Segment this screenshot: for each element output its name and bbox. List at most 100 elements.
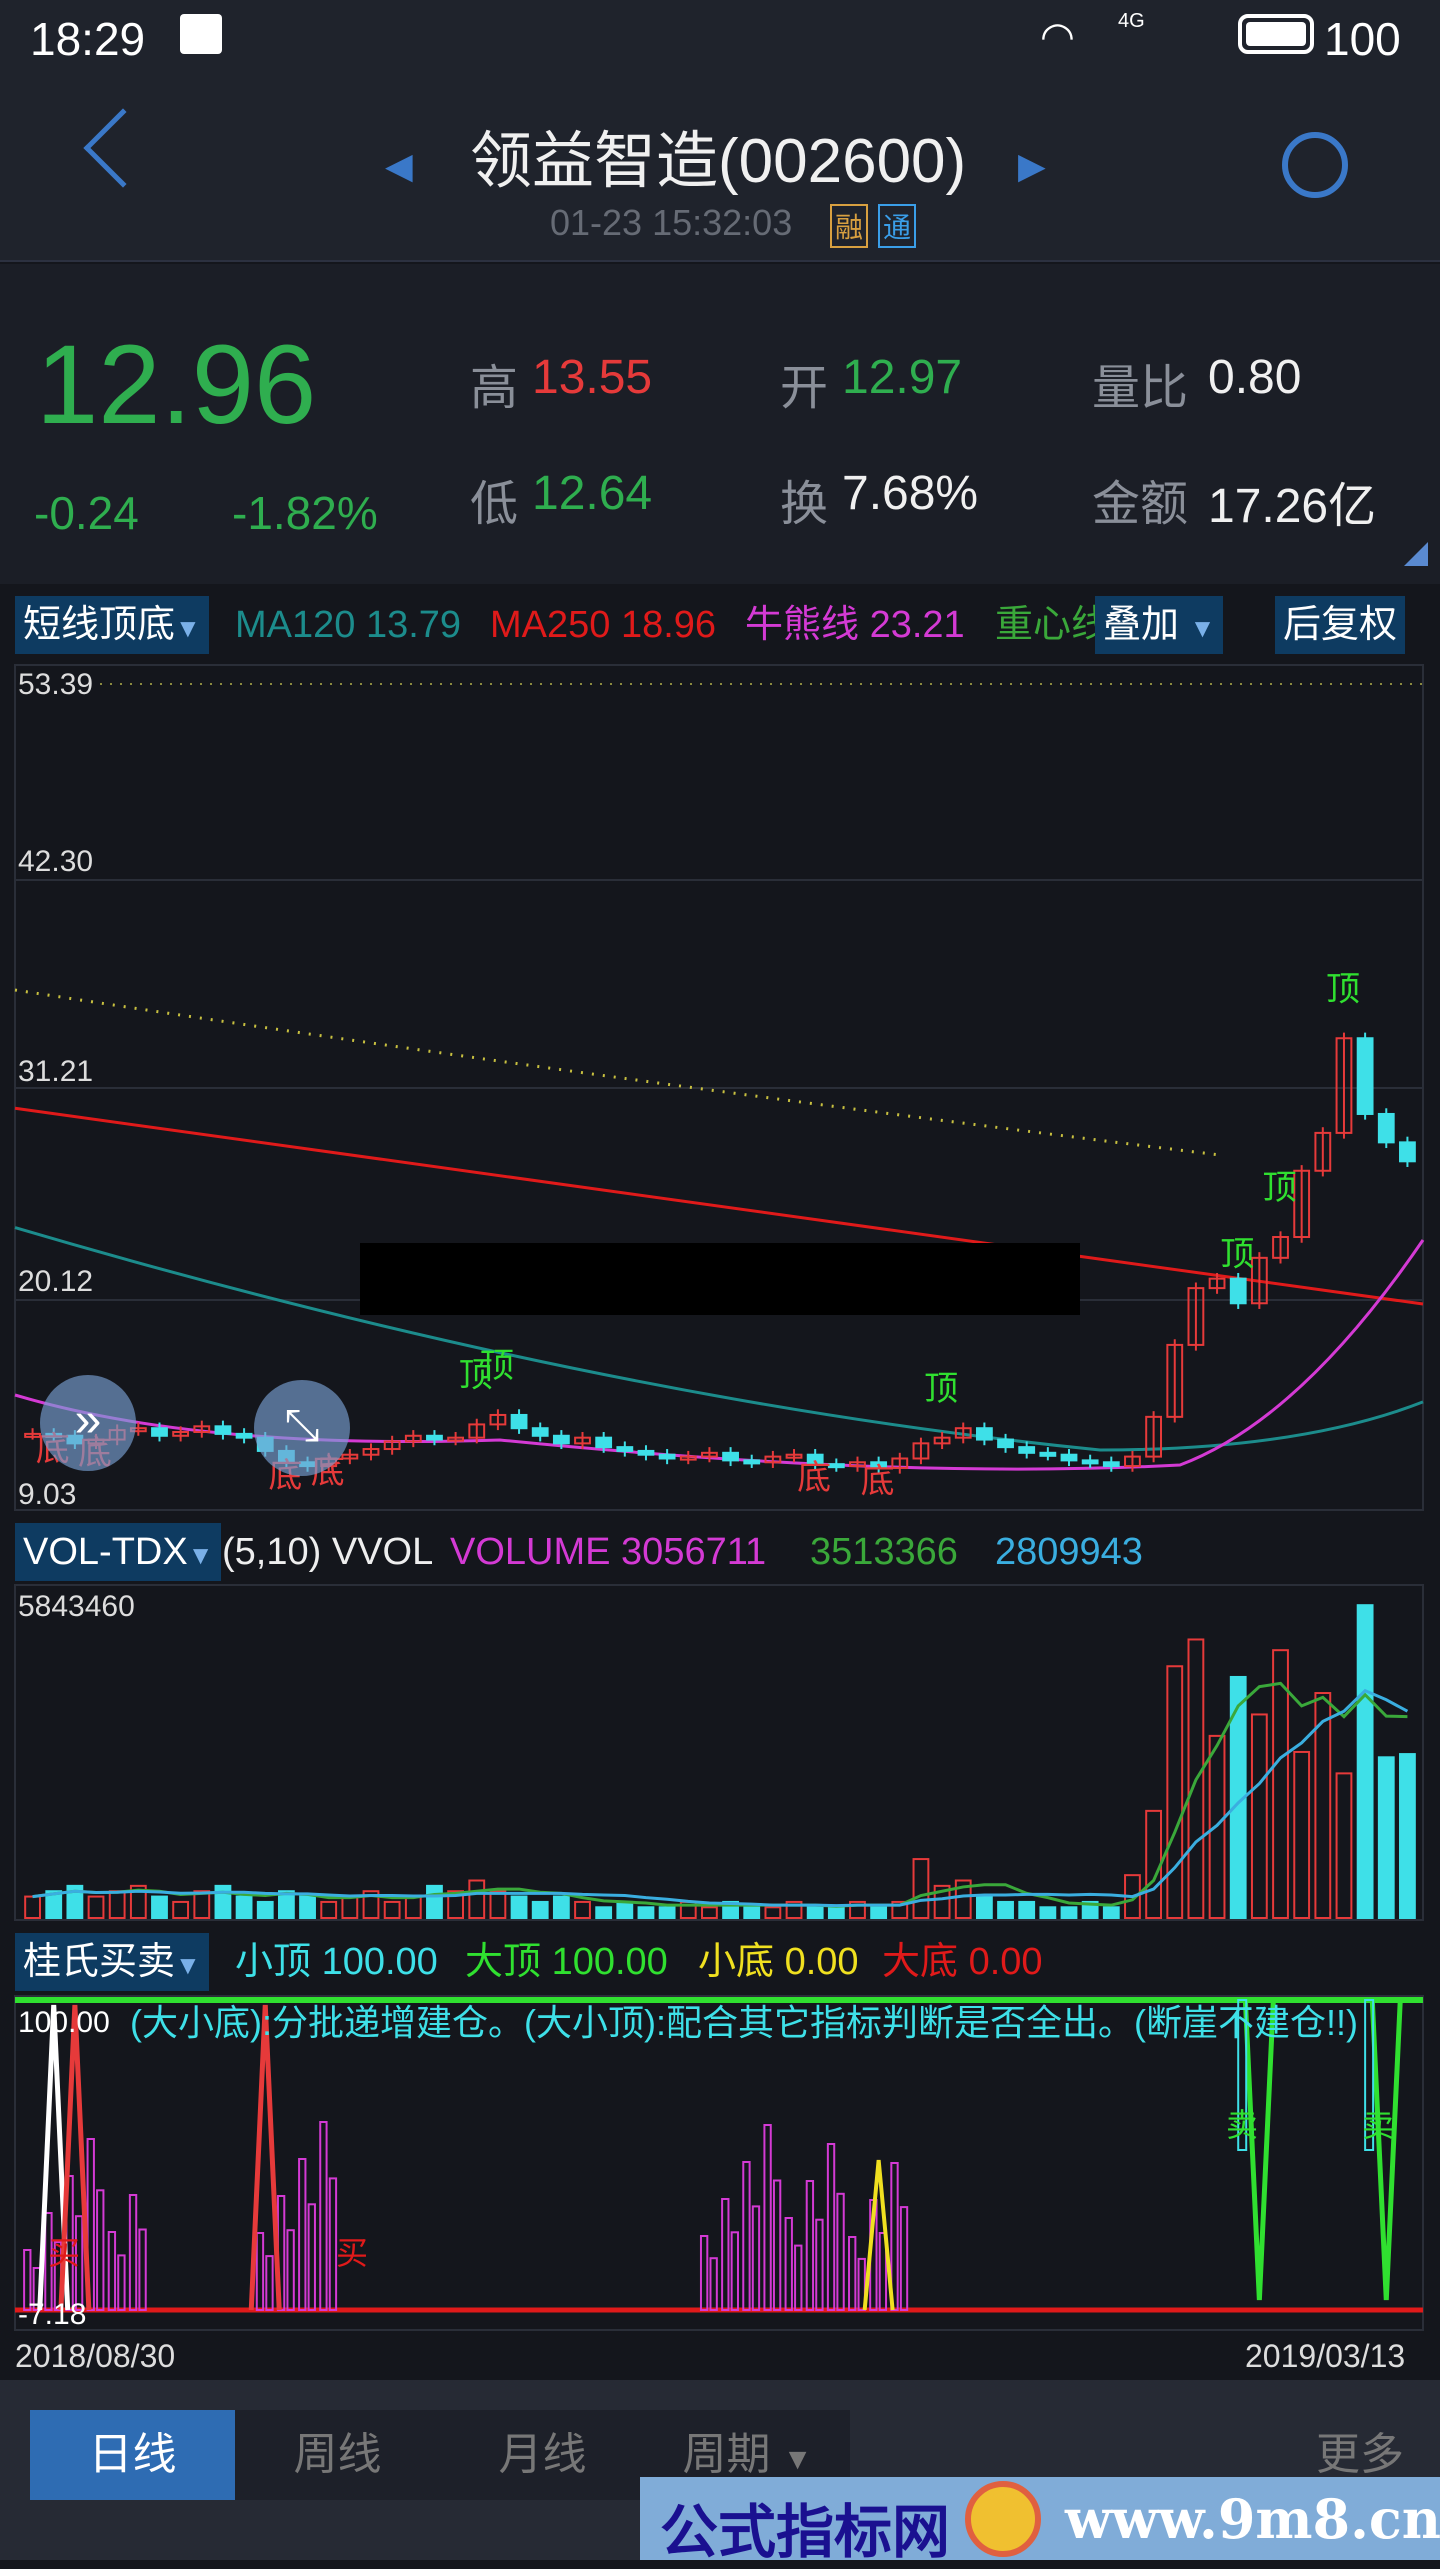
histogram-bar xyxy=(709,2257,718,2311)
volume-bar xyxy=(235,1895,253,1920)
tab-period[interactable]: 周期 ▼ xyxy=(645,2410,850,2500)
volume-bar xyxy=(658,1906,676,1919)
y-tick: 42.30 xyxy=(18,845,94,878)
volume-bar xyxy=(1293,1750,1311,1920)
small-bottom-label: 小底 xyxy=(698,1941,775,1983)
candle xyxy=(722,1451,739,1462)
big-bottom-label: 大底 xyxy=(882,1941,959,1983)
histogram-bar xyxy=(128,2194,138,2311)
dropdown-icon: ▼ xyxy=(782,2443,813,2476)
histogram-bar xyxy=(805,2180,815,2311)
prev-stock-icon[interactable]: ◀ xyxy=(385,145,413,186)
candle xyxy=(1081,1459,1099,1465)
volume-bar xyxy=(1060,1906,1078,1919)
low-label: 低 xyxy=(470,478,519,531)
top-signal-label: 顶 xyxy=(924,1370,958,1408)
dropdown-icon: ▼ xyxy=(1189,613,1216,643)
expand-corner-icon[interactable] xyxy=(1404,542,1428,566)
volume-bar xyxy=(108,1890,126,1919)
candle xyxy=(785,1453,803,1459)
candle xyxy=(426,1434,443,1441)
bottom-signal-label: 底 xyxy=(861,1463,895,1501)
volume-max-label: 5843460 xyxy=(18,1590,135,1623)
volume-bar xyxy=(510,1895,528,1920)
volume-bar xyxy=(827,1906,845,1919)
candle xyxy=(193,1425,211,1433)
page-title: 领益智造(002600) xyxy=(470,127,967,196)
histogram-bar xyxy=(721,2198,730,2311)
big-bottom-spike xyxy=(248,2004,282,2311)
candle xyxy=(24,1432,41,1438)
candle xyxy=(975,1427,993,1441)
volume-bar xyxy=(362,1890,380,1919)
open-value: 12.97 xyxy=(842,351,963,404)
indicator-select[interactable]: 短线顶底▼ xyxy=(15,596,209,654)
volume-bar xyxy=(1314,1692,1332,1919)
volume-bar xyxy=(1272,1649,1289,1919)
quote-panel: 12.96 -0.24 -1.82% 高 13.55 开 12.97 量比 0.80 … xyxy=(0,264,1440,584)
histogram-bar xyxy=(836,2192,845,2312)
volume-indicator-select[interactable]: VOL-TDX▼ xyxy=(15,1523,222,1581)
histogram-bar xyxy=(815,2218,824,2311)
volume-bar xyxy=(320,1900,338,1920)
overlay-button[interactable]: 叠加 ▼ xyxy=(1095,596,1224,654)
tab-daily[interactable]: 日线 xyxy=(30,2410,235,2500)
volume-ratio-label: 量比 xyxy=(1092,362,1189,415)
sell-signal-label: 卖 xyxy=(1362,2107,1395,2143)
histogram-bar xyxy=(890,2162,899,2311)
tab-weekly[interactable]: 周线 xyxy=(293,2430,382,2479)
candle xyxy=(997,1438,1014,1449)
candle xyxy=(1208,1277,1226,1290)
sub-indicator-select[interactable]: 桂氏买卖▼ xyxy=(15,1933,209,1991)
search-icon[interactable] xyxy=(1282,132,1348,198)
candle xyxy=(764,1455,782,1464)
high-value: 13.55 xyxy=(532,351,653,404)
volume-bar xyxy=(193,1890,211,1919)
fast-forward-icon[interactable]: » xyxy=(40,1375,136,1471)
candle xyxy=(1250,1256,1268,1305)
bottom-signal-label: 底 xyxy=(797,1459,831,1497)
sell-signal-label: 卖 xyxy=(1226,2107,1259,2143)
center-line-label: 重心线 xyxy=(995,604,1095,646)
volume-bar xyxy=(552,1895,570,1920)
histogram-bar xyxy=(44,2212,53,2311)
candle xyxy=(552,1434,570,1445)
clock: 18:29 xyxy=(30,13,146,65)
charts-canvas[interactable]: 顶顶顶顶顶顶底底底底底底 xyxy=(0,0,1440,2400)
volume-bar xyxy=(1377,1756,1395,1919)
candle xyxy=(827,1463,845,1469)
candle xyxy=(658,1453,676,1460)
candle xyxy=(637,1449,655,1456)
sub-indicator-bar: 桂氏买卖▼ 小顶 100.00 大顶 100.00 小底 0.00 大底 0.0… xyxy=(0,1933,1440,1991)
amount-label: 金额 xyxy=(1092,478,1189,531)
candle xyxy=(341,1453,359,1460)
next-stock-icon[interactable]: ▶ xyxy=(1018,145,1046,186)
volume-chart-frame xyxy=(14,1584,1424,1921)
adjust-button[interactable]: 后复权 xyxy=(1275,596,1406,654)
candle xyxy=(151,1427,168,1437)
indicator-name: 短线顶底 xyxy=(23,604,176,646)
volume-bar xyxy=(24,1895,41,1920)
tab-monthly[interactable]: 月线 xyxy=(498,2430,587,2479)
candle xyxy=(383,1440,401,1451)
watermark-text: 公式指标网 xyxy=(660,2500,951,2565)
mail-icon xyxy=(180,14,222,54)
fullscreen-icon[interactable]: ⤡ xyxy=(254,1380,350,1476)
candle xyxy=(1314,1131,1332,1172)
turnover-label: 换 xyxy=(780,478,829,531)
more-button[interactable]: 更多 xyxy=(1316,2430,1404,2479)
candle xyxy=(891,1457,909,1469)
dropdown-icon: ▼ xyxy=(175,613,201,643)
histogram-bar xyxy=(96,2189,105,2312)
volume-bar xyxy=(341,1895,359,1920)
candle xyxy=(679,1455,697,1461)
redaction-box xyxy=(360,1243,1080,1315)
ma250-value: 18.96 xyxy=(620,604,717,646)
candle xyxy=(362,1448,380,1456)
status-bar: 18:29 ◠ 4G 100 xyxy=(0,0,1440,80)
buy-signal-label: 买 xyxy=(48,2235,81,2271)
histogram-bar xyxy=(138,2228,147,2311)
volume-bar xyxy=(616,1900,634,1920)
volume-bar xyxy=(1208,1734,1226,1919)
histogram-bar xyxy=(319,2121,328,2311)
